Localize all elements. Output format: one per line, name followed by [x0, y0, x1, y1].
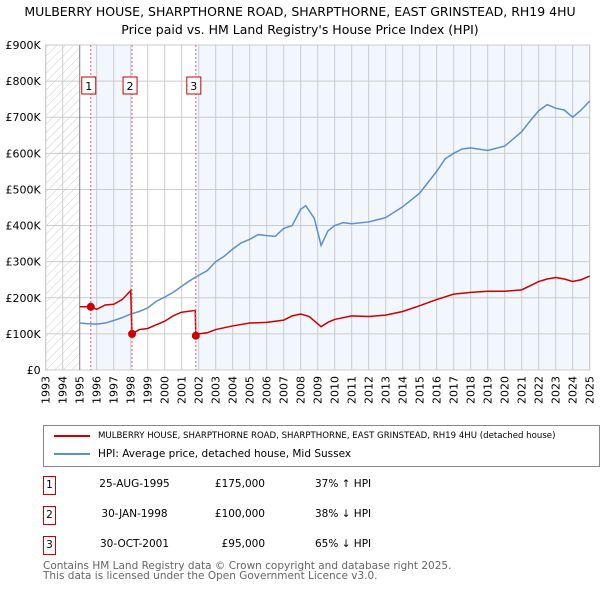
x-tick-label: 1999 [142, 376, 155, 404]
x-tick-label: 2025 [584, 376, 597, 404]
sale-label: 3 [190, 80, 197, 93]
x-tick-label: 2014 [397, 376, 410, 404]
footer-line2: This data is licensed under the Open Gov… [43, 570, 378, 582]
x-tick-label: 2018 [465, 376, 478, 404]
x-tick-label: 2000 [159, 376, 172, 404]
y-tick-label: £100K [5, 328, 41, 341]
y-tick-label: £600K [5, 147, 41, 160]
sale-label: 1 [85, 80, 92, 93]
x-tick-label: 2013 [380, 376, 393, 404]
x-tick-label: 2015 [414, 376, 427, 404]
legend: MULBERRY HOUSE, SHARPTHORNE ROAD, SHARPT… [43, 425, 600, 467]
y-tick-label: £200K [5, 292, 41, 305]
legend-blue-swatch [54, 453, 90, 455]
x-tick-label: 1995 [74, 376, 87, 404]
x-tick-label: 2021 [516, 376, 529, 404]
transaction-number: 1 [43, 476, 56, 495]
transaction-price: £100,000 [214, 508, 265, 520]
x-tick-label: 2005 [244, 376, 257, 404]
legend-red-swatch [54, 435, 90, 437]
chart-title: MULBERRY HOUSE, SHARPTHORNE ROAD, SHARPT… [24, 4, 576, 19]
shade-band [195, 45, 590, 370]
x-tick-label: 1994 [57, 376, 70, 404]
x-tick-label: 2016 [431, 376, 444, 404]
x-tick-label: 2011 [346, 376, 359, 404]
transaction-hpi: 38% ↓ HPI [315, 508, 372, 520]
x-tick-label: 2024 [567, 376, 580, 404]
transaction-date: 30-OCT-2001 [100, 538, 169, 550]
property-price-line [79, 275, 590, 338]
sale-point [191, 331, 200, 340]
sale-label-box [81, 76, 97, 95]
x-tick-label: 2022 [533, 376, 546, 404]
transaction-number: 3 [43, 536, 56, 555]
y-tick-label: £700K [5, 111, 41, 124]
chart-subtitle: Price paid vs. HM Land Registry's House … [121, 22, 479, 37]
legend-property: MULBERRY HOUSE, SHARPTHORNE ROAD, SHARPT… [98, 431, 556, 441]
x-tick-label: 1993 [40, 376, 53, 404]
transaction-date: 30-JAN-1998 [101, 508, 168, 520]
x-tick-label: 1998 [125, 376, 138, 404]
y-tick-label: £300K [5, 256, 41, 269]
x-tick-label: 2004 [227, 376, 240, 404]
plot-border [45, 44, 591, 371]
x-tick-label: 1996 [91, 376, 104, 404]
transaction-hpi: 37% ↑ HPI [315, 478, 372, 490]
y-tick-label: £800K [5, 75, 41, 88]
x-tick-label: 2006 [261, 376, 274, 404]
x-tick-label: 2017 [448, 376, 461, 404]
footer: Contains HM Land Registry data © Crown c… [43, 560, 452, 582]
legend-hpi: HPI: Average price, detached house, Mid … [98, 448, 352, 460]
x-tick-label: 2020 [499, 376, 512, 404]
x-tick-label: 2023 [550, 376, 563, 404]
y-tick-label: £500K [5, 183, 41, 196]
x-tick-label: 2009 [312, 376, 325, 404]
x-tick-label: 2007 [278, 376, 291, 404]
x-tick-label: 2012 [363, 376, 376, 404]
transaction-hpi: 65% ↓ HPI [315, 538, 372, 550]
hpi-line [79, 100, 591, 325]
transaction-price: £175,000 [214, 478, 265, 490]
y-tick-label: £900K [5, 39, 41, 52]
price-chart: 1993 1994 1995 1996 1997 1998 1999 2000 2001 2002… [5, 39, 597, 404]
sale-point [86, 302, 95, 311]
x-tick-label: 2008 [295, 376, 308, 404]
x-tick-label: 2010 [329, 376, 342, 404]
y-tick-label: £400K [5, 220, 41, 233]
x-tick-label: 1997 [108, 376, 121, 404]
x-tick-label: 2002 [193, 376, 206, 404]
transaction-number: 2 [43, 506, 56, 525]
x-tick-label: 2019 [482, 376, 495, 404]
x-tick-label: 2003 [210, 376, 223, 404]
sale-label-box [186, 76, 202, 95]
transaction-price: £95,000 [221, 538, 265, 550]
sale-point [128, 329, 137, 338]
x-tick-label: 2001 [176, 376, 189, 404]
y-tick-label: £0 [27, 364, 41, 377]
transaction-date: 25-AUG-1995 [99, 478, 170, 490]
footer-line1: Contains HM Land Registry data © Crown c… [43, 560, 452, 572]
sale-label-box [122, 76, 138, 95]
sale-label: 2 [127, 80, 134, 93]
